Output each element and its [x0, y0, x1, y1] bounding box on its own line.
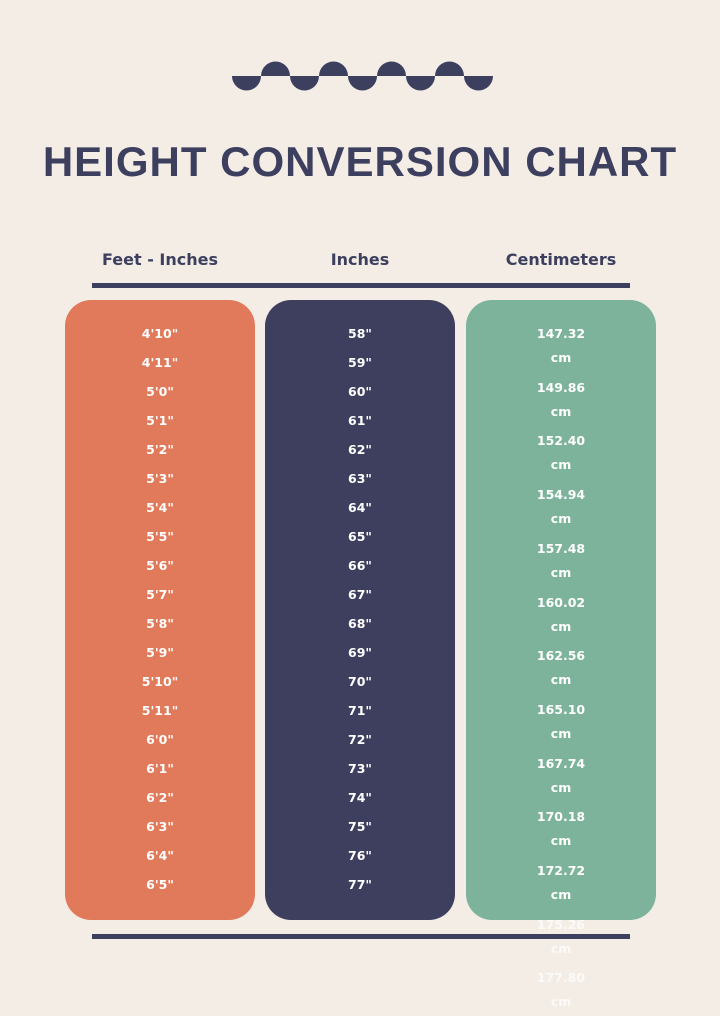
inches-value: 77"	[348, 877, 372, 892]
inches-value: 74"	[348, 790, 372, 805]
cm-value: 149.86	[536, 379, 586, 395]
cm-value: 147.32	[536, 326, 586, 341]
cm-unit: cm	[550, 403, 572, 419]
cm-value: 165.10	[536, 701, 586, 717]
feet-value: 5'3"	[146, 471, 174, 486]
cm-unit: cm	[550, 779, 572, 795]
inches-value: 58"	[348, 326, 372, 341]
cm-unit: cm	[550, 940, 572, 956]
inches-column: 58" 59" 60" 61" 62" 63" 64" 65" 66" 67" 68" 69" 70" 7…	[265, 300, 455, 920]
inches-value: 72"	[348, 732, 372, 747]
feet-value: 5'10"	[141, 674, 179, 689]
feet-value: 6'3"	[146, 819, 174, 834]
inches-value: 76"	[348, 848, 372, 863]
cm-value: 167.74	[536, 755, 586, 771]
cm-unit: cm	[550, 350, 572, 365]
column-header: Feet - Inches	[101, 250, 218, 269]
inches-value: 62"	[348, 442, 372, 457]
inches-value: 59"	[348, 355, 372, 370]
cm-column: 147.32 cm 149.86 cm 152.40 cm 154.94 cm 157.48 cm…	[466, 300, 656, 920]
cm-unit: cm	[550, 457, 572, 473]
feet-value: 5'0"	[146, 384, 174, 399]
inches-value: 64"	[348, 500, 372, 515]
feet-value: 5'6"	[146, 558, 174, 573]
cm-value: 175.26	[536, 916, 586, 932]
cm-unit: cm	[550, 887, 572, 902]
feet-value: 5'4"	[146, 500, 174, 515]
cm-unit: cm	[550, 725, 572, 741]
feet-value: 4'10"	[141, 326, 179, 341]
cm-value: 157.48	[536, 540, 586, 556]
inches-value: 65"	[348, 529, 372, 544]
feet-value: 4'11"	[141, 355, 179, 370]
inches-value: 69"	[348, 645, 372, 660]
feet-column: 4'10" 4'11" 5'0" 5'1" 5'2" 5'3" 5'4" 5'5" 5'6" 5'…	[65, 300, 255, 920]
feet-value: 6'1"	[146, 761, 174, 776]
divider	[92, 283, 630, 288]
inches-value: 73"	[348, 761, 372, 776]
cm-value: 152.40	[536, 433, 586, 449]
cm-value: 160.02	[536, 594, 586, 610]
feet-value: 5'11"	[141, 703, 179, 718]
cm-unit: cm	[550, 618, 572, 634]
inches-value: 70"	[348, 674, 372, 689]
inches-value: 63"	[348, 471, 372, 486]
cm-unit: cm	[550, 994, 572, 1010]
inches-value: 60"	[348, 384, 372, 399]
cm-value: 172.72	[536, 863, 586, 878]
feet-value: 5'7"	[146, 587, 174, 602]
column-header: Inches	[330, 250, 390, 269]
cm-value: 162.56	[536, 648, 586, 664]
feet-value: 5'8"	[146, 616, 174, 631]
feet-value: 6'0"	[146, 732, 174, 747]
inches-value: 66"	[348, 558, 372, 573]
feet-value: 5'9"	[146, 645, 174, 660]
divider	[92, 934, 630, 939]
cm-value: 170.18	[536, 809, 586, 825]
inches-value: 75"	[348, 819, 372, 834]
wave	[232, 61, 493, 91]
cm-overflow: 175.26 cm 177.80 cm	[466, 300, 656, 1016]
feet-value: 6'5"	[146, 877, 174, 892]
cm-value: 154.94	[536, 487, 586, 503]
cm-unit: cm	[550, 833, 572, 849]
feet-value: 5'2"	[146, 442, 174, 457]
feet-value: 6'4"	[146, 848, 174, 863]
column-header: Centimeters	[505, 250, 617, 269]
inches-value: 61"	[348, 413, 372, 428]
feet-value: 6'2"	[146, 790, 174, 805]
wave-ornament	[232, 61, 493, 91]
cm-unit: cm	[550, 564, 572, 580]
cm-unit: cm	[550, 672, 572, 688]
inches-value: 67"	[348, 587, 372, 602]
inches-value: 68"	[348, 616, 372, 631]
cm-unit: cm	[550, 511, 572, 527]
cm-value: 177.80	[536, 970, 586, 986]
feet-value: 5'1"	[146, 413, 174, 428]
title: HEIGHT CONVERSION CHART	[42, 138, 678, 185]
inches-value: 71"	[348, 703, 372, 718]
feet-value: 5'5"	[146, 529, 174, 544]
